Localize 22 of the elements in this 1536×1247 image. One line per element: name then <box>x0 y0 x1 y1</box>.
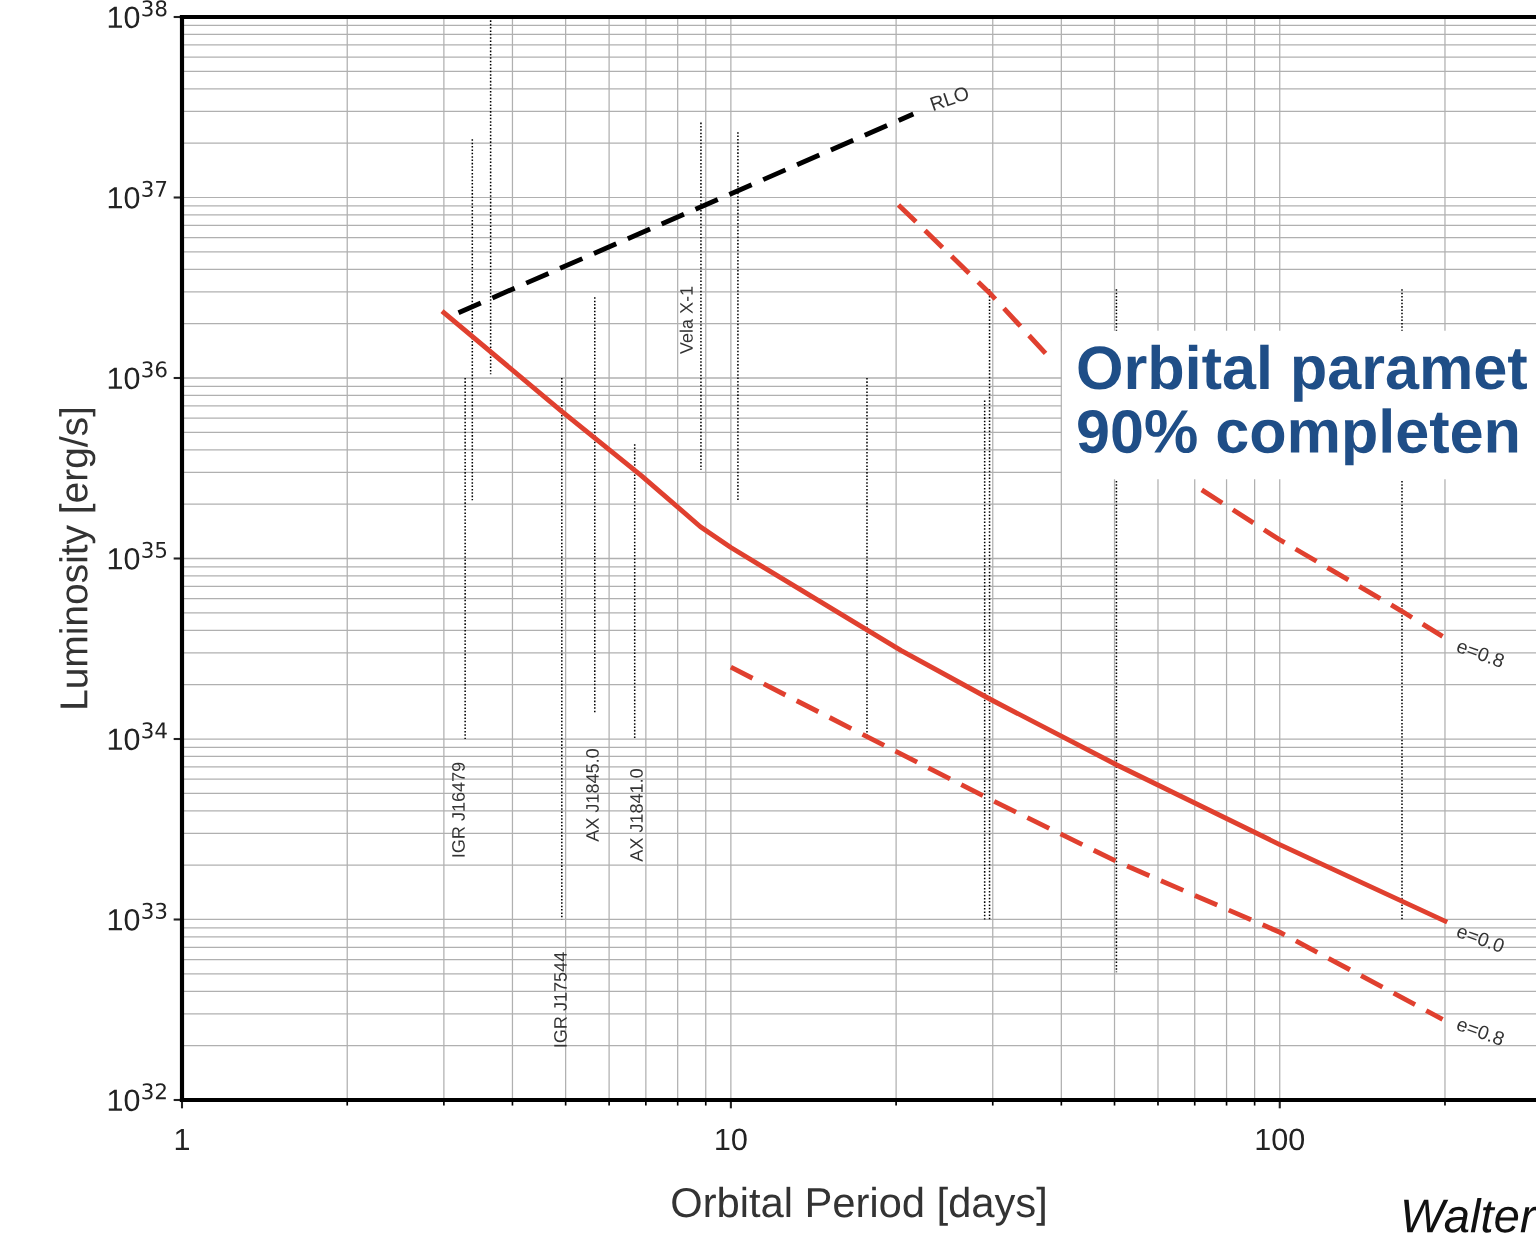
x-axis-title: Orbital Period [days] <box>672 1186 1045 1226</box>
y-tick-label: 10$^{38}$ <box>108 0 167 29</box>
annotation: Orbital paramet 90% completen <box>1078 344 1527 466</box>
annotation: RLO <box>929 85 970 111</box>
y-tick-label: 10$^{32}$ <box>108 1083 166 1112</box>
annotation: AX J1845.0 <box>586 749 599 842</box>
y-tick-label: 10$^{36}$ <box>108 361 167 390</box>
annotation: e=0.0 <box>1455 923 1506 954</box>
annotation: e=0.8 <box>1455 1016 1506 1047</box>
annotation: AX J1841.0 <box>630 769 643 862</box>
y-tick-label: 10$^{35}$ <box>108 541 167 570</box>
y-axis-title: Luminosity [erg/s] <box>59 408 96 708</box>
x-tick-label: 10 <box>716 1128 747 1151</box>
annotation: Vela X-1 <box>679 286 693 355</box>
y-tick-label: 10$^{37}$ <box>108 180 167 209</box>
annotation: IGR J17544 <box>554 952 567 1047</box>
x-tick-label: 1 <box>175 1128 190 1150</box>
y-tick-label: 10$^{34}$ <box>108 722 167 751</box>
y-tick-label: 10$^{33}$ <box>108 902 167 931</box>
annotation: IGR J16479 <box>452 762 465 857</box>
annotation: e=0.8 <box>1455 638 1506 669</box>
x-tick-label: 100 <box>1256 1128 1305 1151</box>
